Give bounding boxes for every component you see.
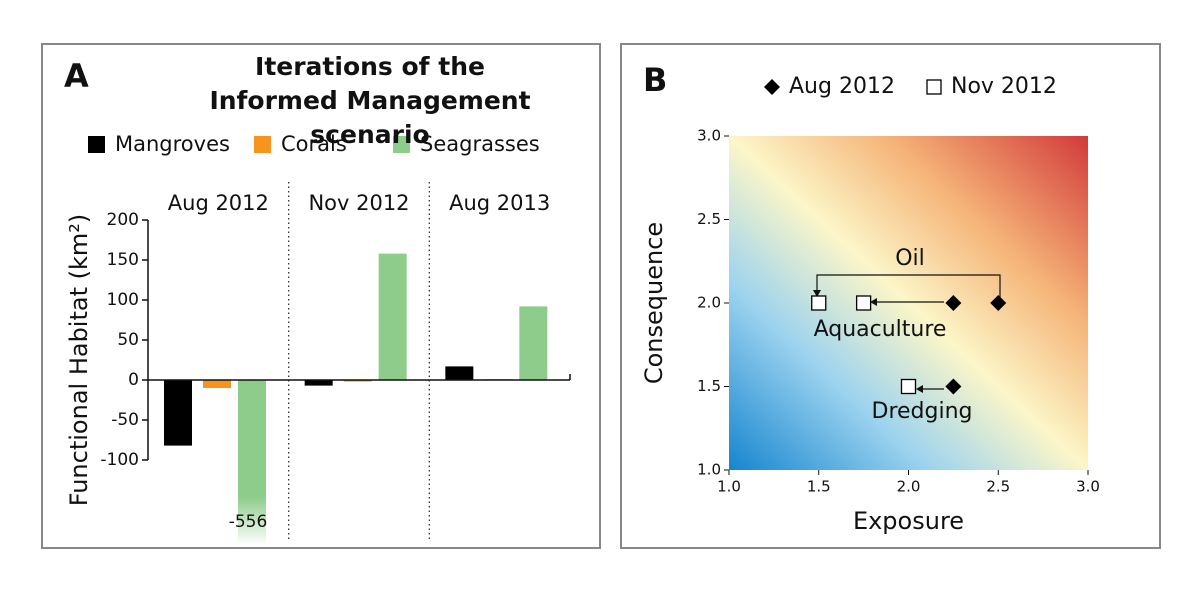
legend-marker <box>926 79 942 95</box>
y-tick-label: 200 <box>107 210 139 230</box>
bar <box>519 306 548 380</box>
annotation: Aquaculture <box>814 317 947 342</box>
arrowhead <box>870 298 877 306</box>
x-category-label: Aug 2013 <box>449 191 550 215</box>
legend-label: Mangroves <box>115 132 230 156</box>
y-tick-label: 0 <box>128 370 139 390</box>
x-tick-label: 1.5 <box>807 478 831 496</box>
arrowhead <box>916 385 923 393</box>
bar <box>378 253 407 380</box>
y-axis-label: Functional Habitat (km²) <box>65 214 93 507</box>
y-tick-label: -50 <box>111 410 139 430</box>
point <box>945 378 962 395</box>
x-axis-label: Exposure <box>853 507 964 535</box>
y-tick-label: 150 <box>107 250 139 270</box>
plot-background <box>729 136 1088 470</box>
y-tick-label: 1.0 <box>697 461 721 479</box>
value-label: -556 <box>229 512 268 532</box>
y-tick-label: 2.5 <box>697 210 721 228</box>
panel-frame <box>41 43 601 549</box>
point <box>900 378 917 395</box>
point <box>990 295 1007 311</box>
y-tick-label: 50 <box>117 330 139 350</box>
x-tick-label: 2.0 <box>897 478 921 496</box>
legend-marker <box>764 79 780 95</box>
chart-title: Iterations of the Informed Management sc… <box>209 52 531 149</box>
annotation: Dredging <box>872 399 973 424</box>
panel-label: A <box>64 57 89 95</box>
arrow <box>816 274 1001 302</box>
y-tick-label: 100 <box>107 290 139 310</box>
legend-swatch <box>393 136 410 153</box>
x-category-label: Aug 2012 <box>168 191 269 215</box>
legend-label: Corals <box>281 132 347 156</box>
annotation: Oil <box>895 246 925 271</box>
bar <box>304 380 333 386</box>
x-tick-label: 3.0 <box>1076 478 1100 496</box>
bar <box>343 380 372 382</box>
arrowhead <box>813 290 821 297</box>
panel-label: B <box>643 61 667 99</box>
bars <box>164 253 548 600</box>
panel-a: Mangroves Corals Seagrasses -100 -50 0 50 100 15… <box>65 132 571 600</box>
legend-swatch <box>254 136 271 153</box>
legend-label: Seagrasses <box>420 132 540 156</box>
point <box>855 295 872 311</box>
x-category-label: Nov 2012 <box>308 191 409 215</box>
y-axis-label: Consequence <box>640 222 668 384</box>
x-tick-label: 2.5 <box>986 478 1010 496</box>
panel-b: 1.0 1.5 2.0 2.5 3.0 1.0 1.5 2.0 2.5 3.0 Exposure Co… <box>640 74 1100 535</box>
y-tick-label: 1.5 <box>697 377 721 395</box>
panel-frame <box>620 43 1161 549</box>
bar <box>445 366 474 380</box>
point <box>945 295 962 311</box>
point <box>811 295 827 311</box>
legend-swatch <box>88 136 105 153</box>
legend-label: Aug 2012 <box>789 74 895 99</box>
y-tick-label: -100 <box>100 450 139 470</box>
y-tick-label: 2.0 <box>697 294 721 312</box>
bar <box>203 380 231 388</box>
y-tick-label: 3.0 <box>697 127 721 145</box>
x-tick-label: 1.0 <box>717 478 741 496</box>
bar <box>164 380 192 446</box>
bar <box>238 380 266 600</box>
legend-label: Nov 2012 <box>951 74 1057 99</box>
